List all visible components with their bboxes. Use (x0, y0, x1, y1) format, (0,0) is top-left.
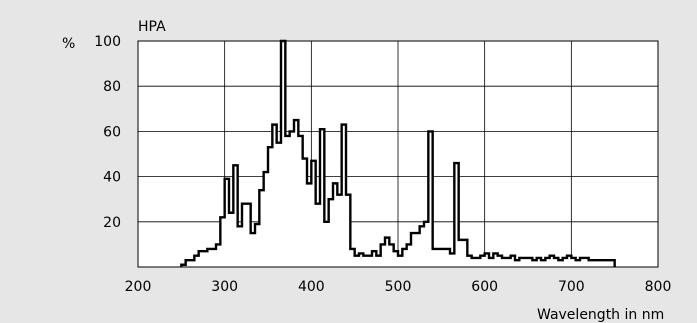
y-tick-label: 20 (103, 215, 121, 231)
grid (138, 41, 658, 267)
x-tick-labels: 200 300 400 500 600 700 800 (125, 279, 672, 295)
spectrum-area (181, 41, 615, 267)
chart-title: HPA (138, 19, 166, 35)
x-tick-label: 500 (385, 279, 412, 295)
x-tick-label: 300 (211, 279, 238, 295)
x-tick-label: 800 (645, 279, 672, 295)
x-tick-label: 700 (558, 279, 585, 295)
y-tick-label: 80 (103, 79, 121, 95)
y-tick-labels: 20 40 60 80 100 (94, 34, 121, 231)
x-tick-label: 200 (125, 279, 152, 295)
spectrum-line (180, 39, 616, 267)
y-tick-label: 100 (94, 34, 121, 50)
y-tick-label: 60 (103, 124, 121, 140)
y-axis-label: % (62, 36, 75, 52)
x-tick-label: 400 (298, 279, 325, 295)
x-tick-label: 600 (471, 279, 498, 295)
x-axis-label: Wavelength in nm (537, 307, 664, 323)
series-group (180, 39, 616, 267)
plot-frame (137, 40, 659, 268)
y-tick-label: 40 (103, 170, 121, 186)
